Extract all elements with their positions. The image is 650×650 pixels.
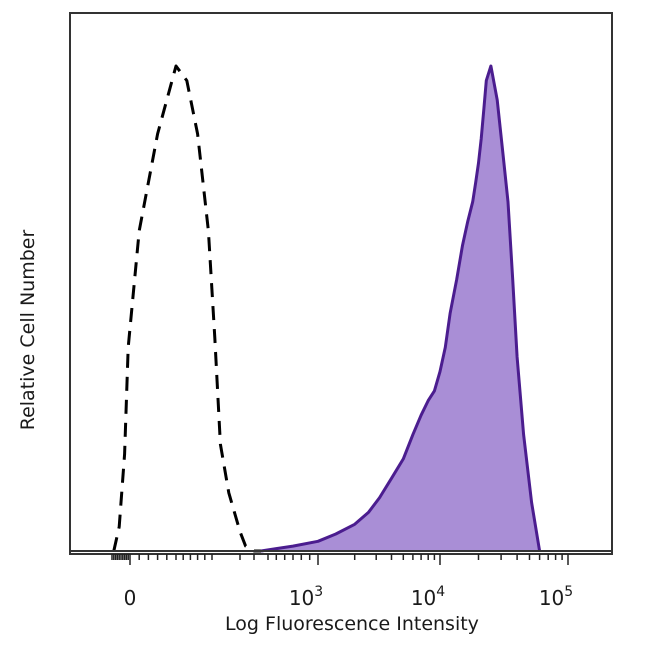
x-tick-label-layer: 0 103 104 105 [124, 584, 574, 610]
x-axis-label: Log Fluorescence Intensity [225, 613, 479, 635]
x-tick-layer [111, 554, 569, 565]
x-tick-label: 103 [289, 584, 323, 610]
stained-histogram-line [260, 64, 542, 553]
stained-histogram-fill [261, 66, 540, 551]
x-tick-label: 104 [411, 584, 445, 610]
control-histogram-line [112, 64, 261, 553]
y-axis-label: Relative Cell Number [17, 230, 39, 431]
series-layer [70, 64, 612, 553]
x-tick-label: 0 [124, 586, 137, 610]
plot-frame [69, 12, 613, 555]
x-tick-label: 105 [539, 584, 573, 610]
